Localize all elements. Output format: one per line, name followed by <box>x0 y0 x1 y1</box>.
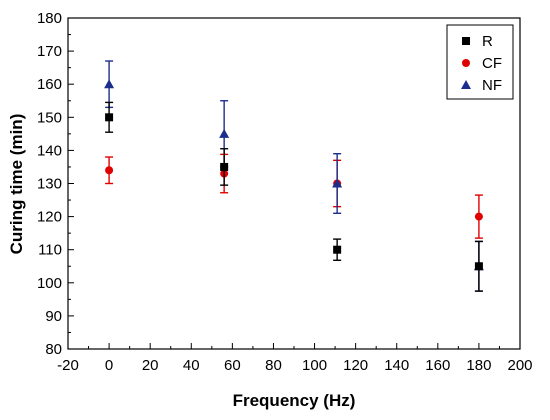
legend: R CF NF <box>446 24 514 100</box>
x-tick-label: 180 <box>466 357 491 374</box>
x-tick-label: 60 <box>224 357 241 374</box>
y-axis-ticks: 80 90 100 110 120 130 140 150 160 170 180 <box>37 10 74 358</box>
x-axis-title: Frequency (Hz) <box>233 391 356 410</box>
legend-marker-nf <box>461 80 471 89</box>
series-nf <box>104 60 484 292</box>
x-tick-label: 20 <box>142 357 159 374</box>
y-tick-label: 170 <box>37 43 62 60</box>
x-tick-label: -20 <box>57 357 79 374</box>
series-layer <box>104 60 484 292</box>
series-r <box>105 101 483 292</box>
legend-label-nf: NF <box>482 77 502 94</box>
legend-label-r: R <box>482 33 493 50</box>
y-tick-label: 110 <box>38 242 62 259</box>
y-tick-label: 80 <box>45 341 62 358</box>
y-tick-label: 160 <box>37 76 62 93</box>
y-tick-label: 150 <box>37 109 62 126</box>
y-tick-label: 140 <box>37 142 62 159</box>
x-tick-label: 0 <box>105 357 113 374</box>
legend-marker-cf <box>462 59 470 67</box>
y-tick-label: 90 <box>45 308 62 325</box>
y-tick-label: 180 <box>37 10 62 27</box>
series-cf <box>105 153 483 239</box>
legend-box <box>446 24 514 100</box>
x-tick-label: 40 <box>183 357 200 374</box>
x-tick-label: 100 <box>302 357 327 374</box>
x-tick-label: 80 <box>265 357 282 374</box>
y-tick-label: 100 <box>37 275 62 292</box>
data-point <box>474 262 483 271</box>
y-tick-label: 120 <box>37 209 62 226</box>
x-axis-ticks: -20 0 20 40 60 80 100 120 140 160 180 200 <box>57 343 533 374</box>
legend-label-cf: CF <box>482 55 502 72</box>
x-tick-label: 140 <box>384 357 409 374</box>
data-point <box>333 245 342 254</box>
data-point <box>474 212 483 221</box>
data-point <box>220 162 229 171</box>
y-tick-label: 130 <box>37 176 62 193</box>
x-tick-label: 200 <box>507 357 532 374</box>
legend-items: R CF NF <box>461 33 502 94</box>
y-axis-title: Curing time (min) <box>7 114 26 255</box>
x-tick-label: 120 <box>343 357 368 374</box>
data-point <box>105 113 114 122</box>
data-point <box>105 166 114 175</box>
x-tick-label: 160 <box>425 357 450 374</box>
data-point <box>104 79 115 89</box>
legend-marker-r <box>462 37 470 45</box>
data-point <box>219 128 230 138</box>
data-point <box>332 178 343 188</box>
